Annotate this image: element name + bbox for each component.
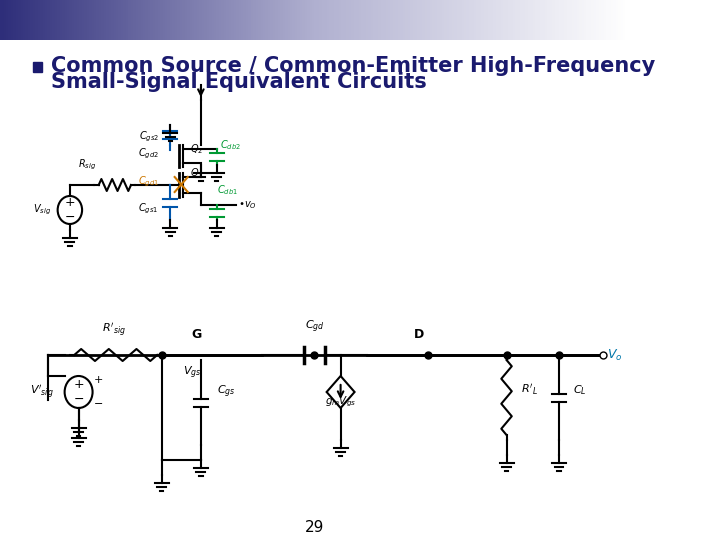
Text: $C_{gd2}$: $C_{gd2}$ <box>138 147 159 161</box>
Text: $R_{sig}$: $R_{sig}$ <box>78 158 96 172</box>
Text: $C_{gd}$: $C_{gd}$ <box>305 319 324 335</box>
Text: $\bullet v_O$: $\bullet v_O$ <box>238 199 256 211</box>
Text: D: D <box>414 328 424 341</box>
Bar <box>33 62 42 72</box>
Text: $V_o$: $V_o$ <box>607 347 623 362</box>
Text: $C_{db1}$: $C_{db1}$ <box>217 183 238 197</box>
Text: $C_{gd1}$: $C_{gd1}$ <box>138 175 159 189</box>
Text: −: − <box>65 211 75 224</box>
Text: +: + <box>94 375 103 385</box>
Text: $V_{gs}$: $V_{gs}$ <box>184 365 202 381</box>
Text: −: − <box>94 399 103 409</box>
Text: −: − <box>73 393 84 406</box>
Text: $C_{db2}$: $C_{db2}$ <box>220 138 241 152</box>
Text: $Q_1$: $Q_1$ <box>190 166 204 180</box>
Text: $V'_{sig}$: $V'_{sig}$ <box>30 383 54 401</box>
Text: Common Source / Common-Emitter High-Frequency: Common Source / Common-Emitter High-Freq… <box>50 56 655 76</box>
Text: $R'_L$: $R'_L$ <box>521 383 539 397</box>
Text: +: + <box>65 197 75 210</box>
Text: +: + <box>73 379 84 392</box>
Text: $V_{sig}$: $V_{sig}$ <box>32 203 50 217</box>
Text: $C_{gs2}$: $C_{gs2}$ <box>139 130 159 144</box>
Text: $C_L$: $C_L$ <box>573 383 587 397</box>
Text: $C_{gs1}$: $C_{gs1}$ <box>138 202 158 217</box>
Text: G: G <box>192 328 202 341</box>
Text: Small-Signal Equivalent Circuits: Small-Signal Equivalent Circuits <box>50 72 426 92</box>
Text: $Q_2$: $Q_2$ <box>190 142 204 156</box>
Text: $g_m V_{gs}$: $g_m V_{gs}$ <box>325 395 356 409</box>
Text: 29: 29 <box>305 521 324 536</box>
Text: $R'_{sig}$: $R'_{sig}$ <box>102 322 125 339</box>
Text: $C_{gs}$: $C_{gs}$ <box>217 384 235 400</box>
